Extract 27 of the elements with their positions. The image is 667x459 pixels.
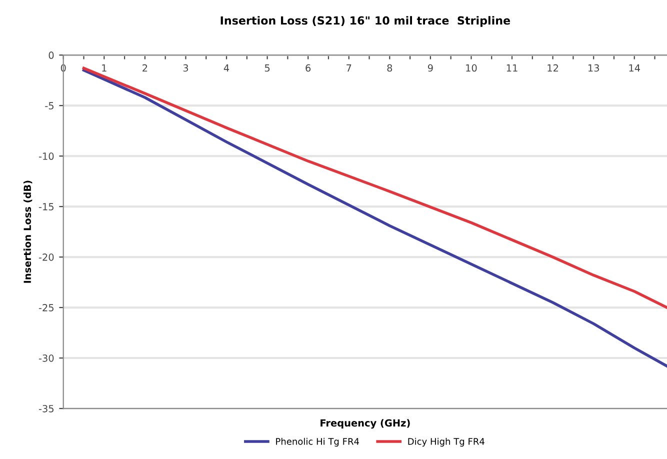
x-tick-label: 3 <box>183 64 188 72</box>
y-tick-label: -15 <box>38 203 54 210</box>
x-tick-label: 11 <box>506 64 518 72</box>
x-tick-label: 8 <box>387 64 392 72</box>
x-tick-label: 1 <box>102 64 106 72</box>
x-tick-label: 2 <box>142 64 148 72</box>
x-tick-label: 6 <box>306 64 311 72</box>
y-axis-title: Insertion Loss (dB) <box>23 180 32 283</box>
x-tick-label: 13 <box>588 64 599 72</box>
y-tick-label: 0 <box>48 52 54 59</box>
x-tick-label: 4 <box>224 64 230 72</box>
x-tick-label: 9 <box>428 64 433 72</box>
x-tick-label: 12 <box>548 64 558 72</box>
x-tick-label: 7 <box>346 64 352 72</box>
x-tick-label: 14 <box>629 64 640 72</box>
legend-label: Phenolic Hi Tg FR4 <box>276 438 360 447</box>
legend-label: Dicy High Tg FR4 <box>408 438 484 447</box>
chart-title: Insertion Loss (S21) 16" 10 mil trace Stripline <box>220 16 510 27</box>
x-tick-label: 10 <box>466 64 477 72</box>
y-tick-label: -10 <box>38 152 54 160</box>
y-tick-label: -35 <box>38 404 54 412</box>
y-tick-label: -30 <box>38 354 54 362</box>
y-tick-label: -5 <box>45 102 54 110</box>
y-tick-label: -25 <box>38 304 54 312</box>
x-axis-title: Frequency (GHz) <box>320 419 410 429</box>
x-tick-label: 5 <box>264 64 270 72</box>
y-tick-label: -20 <box>38 254 54 261</box>
